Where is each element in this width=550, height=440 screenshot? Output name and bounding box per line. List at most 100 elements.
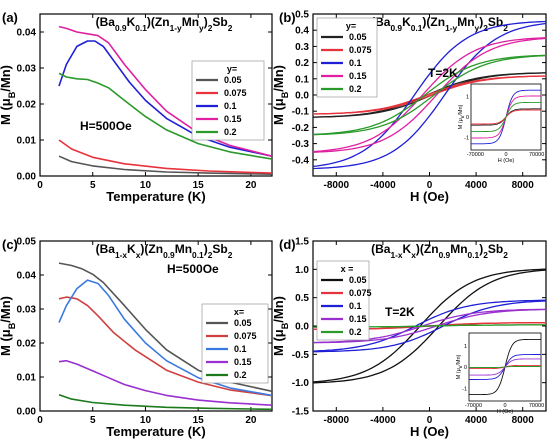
legend: y=0.05 0.075 0.1 0.15 0.2 (316, 17, 378, 98)
legend-box (316, 260, 370, 341)
inset-y-tick-label: 1 (466, 94, 469, 100)
panel-d: -8000 -4000 0 4000 8000 -1.5 -1.0 -0.5 0.0 0.5 1.0… (271, 237, 547, 439)
series-line (58, 393, 273, 411)
x-tick-label: -4000 (370, 415, 396, 426)
legend: x =0.05 0.075 0.1 0.15 0.2 (316, 260, 372, 341)
y-axis-label: M (μB/Mn) (0, 296, 17, 356)
panel-label: (a) (2, 10, 18, 25)
x-axis-label: Temperature (K) (106, 189, 205, 204)
y-tick-label: -0.4 (292, 155, 310, 166)
y-tick-label: -0.1 (292, 107, 310, 118)
inset-y-label: M (μB/Mn) (456, 354, 463, 379)
x-tick-label: 20 (245, 415, 257, 426)
inset-x-tick-label: 0 (503, 403, 506, 409)
legend-label: 0.05 (234, 318, 252, 328)
legend-title: y= (346, 21, 356, 31)
x-tick-label: 5 (90, 180, 96, 191)
inset-y-tick-label: 0 (466, 115, 469, 121)
temperature-annotation: T=2K (428, 66, 458, 80)
inset: -70000 0 70000 -1 0 1 H (Oe) M (μB/Mn) (456, 332, 544, 415)
y-tick-label: 0.05 (17, 237, 37, 248)
legend-label: 0.1 (224, 101, 237, 111)
inset-y-label: M (μB/Mn) (458, 104, 465, 129)
x-tick-label: 20 (245, 180, 257, 191)
series-branch-ascending (312, 22, 547, 170)
series-branch-ascending (312, 308, 547, 344)
y-tick-label: -0.3 (292, 139, 310, 150)
panel-label: (c) (2, 237, 18, 252)
y-tick-label: 0.5 (295, 293, 309, 304)
y-tick-label: 0.2 (295, 58, 309, 69)
x-tick-label: 0 (427, 415, 433, 426)
x-tick-label: 8000 (512, 180, 535, 191)
legend-label: 0.2 (349, 327, 362, 337)
panel-c: 0 5 10 15 200.000.010.020.030.040.05(c) (Ba1-… (0, 237, 273, 439)
series-branch-descending (312, 37, 547, 153)
inset-x-tick-label: 70000 (529, 403, 544, 409)
x-axis-label: Temperature (K) (106, 424, 205, 439)
plot-frame (39, 240, 273, 412)
series-branch-descending (312, 54, 547, 136)
y-tick-label: 0.5 (295, 10, 309, 21)
series-line (58, 296, 273, 397)
x-tick-label: 15 (193, 180, 205, 191)
x-axis-label: H (Oe) (410, 424, 449, 439)
legend-title: x= (234, 307, 244, 317)
series-branch-ascending (313, 300, 547, 353)
inset-y-tick-label: 0 (464, 365, 467, 371)
series-line (58, 359, 273, 406)
legend-title: x = (341, 264, 354, 274)
legend-label: 0.15 (234, 357, 252, 367)
legend-label: 0.1 (349, 58, 362, 68)
x-tick-label: 15 (193, 415, 205, 426)
legend-label: 0.075 (224, 88, 247, 98)
series-branch-descending (312, 299, 546, 352)
inset-x-tick-label: 0 (504, 152, 507, 158)
field-annotation: H=500Oe (167, 262, 219, 276)
legend-title: y= (227, 64, 237, 74)
x-tick-label: -4000 (370, 180, 396, 191)
x-tick-label: 4000 (465, 415, 488, 426)
series-branch-descending (313, 75, 546, 115)
series-line (58, 139, 273, 174)
series-line (58, 72, 273, 160)
series-branch-ascending (312, 54, 547, 136)
field-annotation: H=500Oe (80, 119, 132, 133)
legend-box (201, 303, 269, 384)
legend-label: 0.1 (349, 301, 362, 311)
inset: -70000 0 70000 -1 0 1 H (Oe) M (μB/Mn) (458, 83, 544, 164)
inset-y-tick-label: -1 (464, 136, 469, 142)
legend-label: 0.2 (349, 84, 362, 94)
x-tick-label: 0 (427, 180, 433, 191)
inset-series-line (469, 366, 541, 368)
y-tick-label: 0.04 (17, 271, 37, 282)
y-tick-label: 0.03 (17, 64, 37, 75)
x-tick-label: 0 (37, 180, 43, 191)
y-axis-label: M (μB/Mn) (0, 65, 17, 125)
panel-title: (Ba1-xKx)(Zn0.9Mn0.1)2Sb2 (371, 242, 508, 260)
x-tick-label: -8000 (324, 180, 350, 191)
legend-label: 0.15 (349, 314, 367, 324)
panel-title: (Ba0.9K0.1)(Zn1-yMny)2Sb2 (371, 15, 508, 33)
legend: y=0.05 0.075 0.1 0.15 0.2 (191, 60, 265, 141)
inset-x-tick-label: -70000 (465, 403, 482, 409)
y-tick-label: 0.03 (17, 305, 37, 316)
x-tick-label: 10 (140, 415, 152, 426)
legend: x=0.05 0.075 0.1 0.15 0.2 (201, 303, 269, 384)
legend-label: 0.05 (349, 275, 367, 285)
legend-label: 0.2 (234, 370, 247, 380)
y-tick-label: 0.04 (17, 28, 37, 39)
series-branch-descending (312, 268, 547, 383)
y-tick-label: 1.0 (295, 265, 309, 276)
y-tick-label: 0.01 (17, 136, 37, 147)
x-tick-label: 5 (90, 415, 96, 426)
series-line (58, 155, 273, 175)
inset-x-tick-label: -70000 (467, 152, 484, 158)
inset-x-tick-label: 70000 (529, 152, 544, 158)
panel-b: -8000 -4000 0 4000 8000 -0.4 -0.3 -0.2 -0.1 0.0 0.… (271, 10, 547, 204)
inset-x-label: H (Oe) (498, 158, 515, 164)
x-tick-label: -8000 (324, 415, 350, 426)
y-tick-label: 0.01 (17, 373, 37, 384)
x-tick-label: 8000 (512, 415, 535, 426)
